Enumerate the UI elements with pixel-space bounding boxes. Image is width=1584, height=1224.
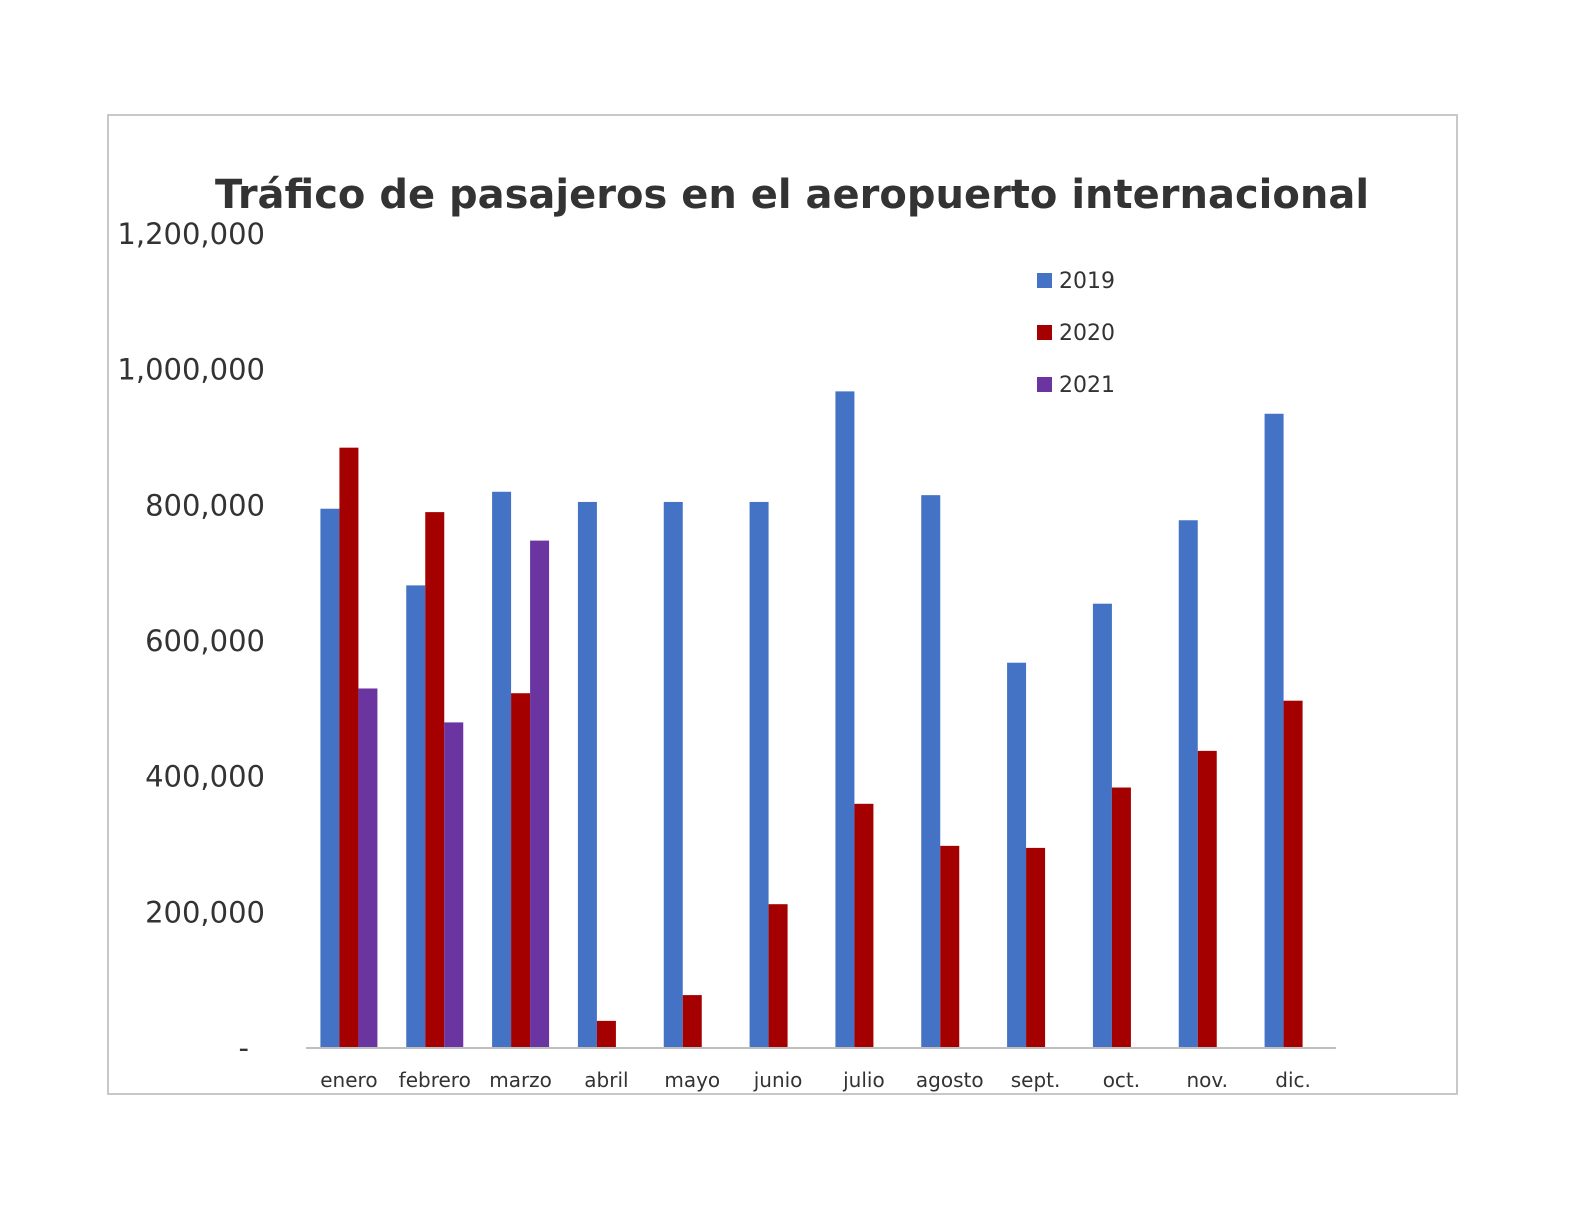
bar-2020-junio	[768, 904, 788, 1048]
bar-2019-oct	[1092, 603, 1112, 1048]
bar-2020-mayo	[682, 995, 702, 1048]
bar-2019-marzo	[492, 491, 512, 1048]
x-tick-label: oct.	[1103, 1068, 1140, 1092]
x-tick-label: agosto	[916, 1068, 984, 1092]
x-tick-label: abril	[584, 1068, 628, 1092]
bar-2019-junio	[749, 501, 769, 1049]
bar-2020-febrero	[425, 512, 445, 1048]
x-tick-label: sept.	[1011, 1068, 1061, 1092]
bars	[320, 391, 1303, 1049]
bar-2019-agosto	[921, 495, 941, 1048]
x-tick-label: marzo	[489, 1068, 552, 1092]
bar-2021-marzo	[530, 540, 550, 1048]
y-axis: - 200,000 400,000 600,000 800,000 1,000,000 1,…	[117, 217, 265, 1065]
bar-2020-enero	[339, 447, 359, 1048]
legend-label-2021: 2021	[1059, 373, 1115, 398]
bar-2019-mayo	[663, 501, 683, 1049]
bar-2019-enero	[320, 508, 340, 1049]
chart-title: Tráfico de pasajeros en el aeropuerto in…	[215, 172, 1369, 218]
bar-2019-abril	[577, 501, 597, 1049]
bar-2019-dic	[1264, 413, 1284, 1049]
bar-2020-marzo	[511, 693, 531, 1048]
legend-label-2020: 2020	[1059, 321, 1115, 346]
bar-2020-sept	[1026, 847, 1046, 1048]
y-tick-label: 1,000,000	[117, 353, 265, 387]
x-tick-label: mayo	[664, 1068, 720, 1092]
bar-2020-oct	[1111, 787, 1131, 1048]
y-tick-label: 1,200,000	[117, 217, 265, 251]
x-axis: enero febrero marzo abril mayo junio julio agos…	[320, 1068, 1311, 1092]
bar-2020-agosto	[940, 845, 960, 1048]
bar-2020-abril	[596, 1020, 616, 1048]
bar-2019-julio	[835, 391, 855, 1049]
x-tick-label: julio	[842, 1068, 885, 1092]
bar-2020-dic	[1283, 700, 1303, 1048]
legend-swatch-2020	[1037, 325, 1052, 340]
y-tick-label: 600,000	[145, 624, 265, 658]
bar-2019-febrero	[406, 585, 426, 1048]
bar-2021-febrero	[444, 722, 464, 1048]
legend-swatch-2021	[1037, 377, 1052, 392]
legend-label-2019: 2019	[1059, 269, 1115, 294]
bar-chart: Tráfico de pasajeros en el aeropuerto in…	[117, 172, 1369, 1092]
y-tick-label: -	[239, 1031, 249, 1065]
y-tick-label: 400,000	[145, 760, 265, 794]
bar-2019-nov	[1178, 520, 1198, 1048]
x-tick-label: enero	[320, 1068, 377, 1092]
x-tick-label: dic.	[1275, 1068, 1311, 1092]
legend-swatch-2019	[1037, 273, 1052, 288]
y-tick-label: 800,000	[145, 488, 265, 522]
legend: 2019 2020 2021	[1037, 269, 1115, 398]
x-tick-label: febrero	[399, 1068, 471, 1092]
x-tick-label: nov.	[1186, 1068, 1228, 1092]
bar-2020-nov	[1197, 750, 1217, 1048]
y-tick-label: 200,000	[145, 895, 265, 929]
bar-2021-enero	[358, 688, 378, 1048]
x-tick-label: junio	[753, 1068, 803, 1092]
bar-2019-sept	[1007, 662, 1027, 1048]
bar-2020-julio	[854, 803, 874, 1048]
chart-frame: Tráfico de pasajeros en el aeropuerto in…	[107, 114, 1458, 1095]
